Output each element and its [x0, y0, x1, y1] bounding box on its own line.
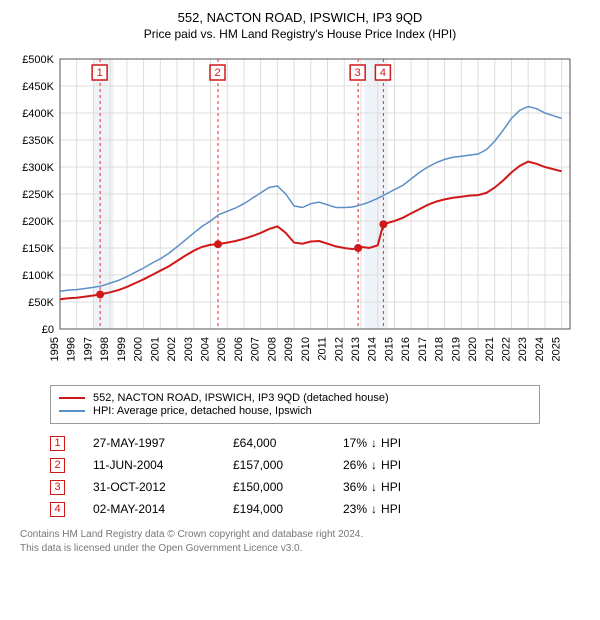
- x-axis-label: 2025: [551, 337, 563, 361]
- x-axis-label: 1998: [99, 337, 111, 361]
- y-axis-label: £500K: [22, 54, 54, 66]
- sale-row: 3 31-OCT-2012£150,00036% ↓ HPI: [50, 476, 590, 498]
- x-axis-label: 1999: [116, 337, 128, 361]
- legend: 552, NACTON ROAD, IPSWICH, IP3 9QD (deta…: [50, 385, 540, 424]
- legend-item: 552, NACTON ROAD, IPSWICH, IP3 9QD (deta…: [59, 392, 531, 404]
- sale-row-marker: 4: [50, 502, 65, 517]
- y-axis-label: £300K: [22, 162, 54, 174]
- sale-point: [379, 220, 387, 228]
- y-axis-label: £200K: [22, 216, 54, 228]
- sale-marker-number: 1: [97, 67, 103, 79]
- x-axis-label: 2006: [233, 337, 245, 361]
- x-axis-label: 2017: [417, 337, 429, 361]
- sale-price: £157,000: [233, 458, 343, 472]
- x-axis-label: 2020: [467, 337, 479, 361]
- arrow-down-icon: ↓: [371, 458, 377, 472]
- sale-row: 2 11-JUN-2004£157,00026% ↓ HPI: [50, 454, 590, 476]
- sale-date: 02-MAY-2014: [93, 502, 233, 516]
- x-axis-label: 2024: [534, 337, 546, 361]
- legend-label: HPI: Average price, detached house, Ipsw…: [93, 405, 312, 417]
- x-axis-label: 2023: [517, 337, 529, 361]
- sale-marker-number: 3: [355, 67, 361, 79]
- x-axis-label: 2011: [317, 337, 329, 361]
- sale-date: 27-MAY-1997: [93, 436, 233, 450]
- y-axis-label: £450K: [22, 81, 54, 93]
- x-axis-label: 2019: [450, 337, 462, 361]
- x-axis-label: 2008: [266, 337, 278, 361]
- x-axis-label: 2010: [300, 337, 312, 361]
- sale-marker-number: 4: [380, 67, 386, 79]
- sale-point: [354, 244, 362, 252]
- legend-label: 552, NACTON ROAD, IPSWICH, IP3 9QD (deta…: [93, 392, 389, 404]
- x-axis-label: 2009: [283, 337, 295, 361]
- sale-point: [96, 290, 104, 298]
- x-axis-label: 2016: [400, 337, 412, 361]
- sale-row-marker: 1: [50, 436, 65, 451]
- legend-swatch: [59, 397, 85, 399]
- sale-diff: 36% ↓ HPI: [343, 480, 473, 494]
- x-axis-label: 2005: [216, 337, 228, 361]
- x-axis-label: 2007: [250, 337, 262, 361]
- y-axis-label: £0: [42, 324, 54, 336]
- x-axis-label: 2000: [133, 337, 145, 361]
- arrow-down-icon: ↓: [371, 502, 377, 516]
- sale-diff-pct: 17%: [343, 436, 367, 450]
- arrow-down-icon: ↓: [371, 480, 377, 494]
- y-axis-label: £150K: [22, 243, 54, 255]
- x-axis-label: 2004: [199, 337, 211, 361]
- sale-diff: 17% ↓ HPI: [343, 436, 473, 450]
- sale-diff-pct: 36%: [343, 480, 367, 494]
- sale-date: 11-JUN-2004: [93, 458, 233, 472]
- x-axis-label: 2014: [367, 337, 379, 361]
- legend-swatch: [59, 410, 85, 412]
- x-axis-label: 2013: [350, 337, 362, 361]
- sale-diff: 23% ↓ HPI: [343, 502, 473, 516]
- sale-price: £194,000: [233, 502, 343, 516]
- sale-row-marker: 3: [50, 480, 65, 495]
- x-axis-label: 1996: [66, 337, 78, 361]
- y-axis-label: £100K: [22, 270, 54, 282]
- sale-diff: 26% ↓ HPI: [343, 458, 473, 472]
- x-axis-label: 2021: [484, 337, 496, 361]
- x-axis-label: 2003: [183, 337, 195, 361]
- legend-item: HPI: Average price, detached house, Ipsw…: [59, 405, 531, 417]
- x-axis-label: 2001: [149, 337, 161, 361]
- x-axis-label: 1997: [82, 337, 94, 361]
- sale-row: 4 02-MAY-2014£194,00023% ↓ HPI: [50, 498, 590, 520]
- chart-title: 552, NACTON ROAD, IPSWICH, IP3 9QD: [10, 10, 590, 25]
- x-axis-label: 2022: [500, 337, 512, 361]
- x-axis-label: 1995: [49, 337, 61, 361]
- chart-container: 552, NACTON ROAD, IPSWICH, IP3 9QD Price…: [0, 0, 600, 565]
- sale-diff-pct: 26%: [343, 458, 367, 472]
- sale-row-marker: 2: [50, 458, 65, 473]
- sales-table: 127-MAY-1997£64,00017%↓HPI211-JUN-2004£1…: [50, 432, 590, 520]
- sale-point: [214, 240, 222, 248]
- sale-row: 1 27-MAY-1997£64,00017% ↓ HPI: [50, 432, 590, 454]
- x-axis-label: 2018: [434, 337, 446, 361]
- footer-line-1: Contains HM Land Registry data © Crown c…: [20, 528, 590, 542]
- sale-diff-pct: 23%: [343, 502, 367, 516]
- footer-attribution: Contains HM Land Registry data © Crown c…: [20, 528, 590, 555]
- x-axis-label: 2002: [166, 337, 178, 361]
- sale-price: £64,000: [233, 436, 343, 450]
- footer-line-2: This data is licensed under the Open Gov…: [20, 542, 590, 556]
- sale-marker-number: 2: [214, 67, 220, 79]
- chart-area: £0 £50K £100K £150K £200K £250K £300K £350K £400…: [10, 49, 590, 379]
- line-chart: £0 £50K £100K £150K £200K £250K £300K £350K £400…: [10, 49, 590, 379]
- x-axis-label: 2012: [333, 337, 345, 361]
- x-axis-label: 2015: [383, 337, 395, 361]
- y-axis-label: £250K: [22, 189, 54, 201]
- y-axis-label: £350K: [22, 135, 54, 147]
- sale-date: 31-OCT-2012: [93, 480, 233, 494]
- y-axis-label: £400K: [22, 108, 54, 120]
- sale-diff-vs: HPI: [381, 458, 401, 472]
- chart-subtitle: Price paid vs. HM Land Registry's House …: [10, 27, 590, 41]
- y-axis-label: £50K: [28, 297, 54, 309]
- sale-diff-vs: HPI: [381, 436, 401, 450]
- sale-diff-vs: HPI: [381, 502, 401, 516]
- arrow-down-icon: ↓: [371, 436, 377, 450]
- sale-diff-vs: HPI: [381, 480, 401, 494]
- sale-price: £150,000: [233, 480, 343, 494]
